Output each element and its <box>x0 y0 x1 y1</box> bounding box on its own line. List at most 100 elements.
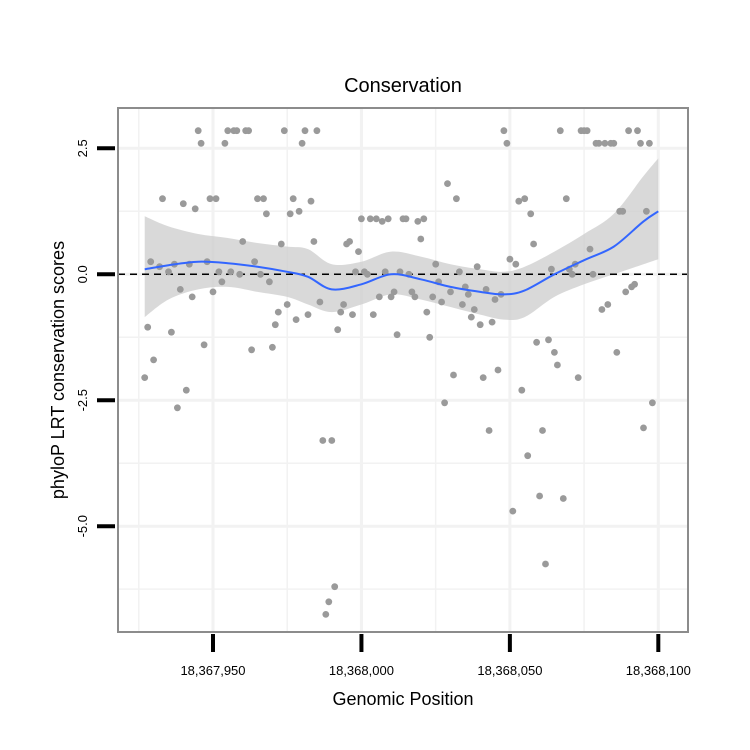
y-tick-label: 0.0 <box>75 265 90 283</box>
x-tick-label: 18,368,000 <box>329 663 394 678</box>
data-point <box>174 404 181 412</box>
data-point <box>313 127 321 135</box>
data-point <box>364 270 371 278</box>
data-point <box>369 311 377 318</box>
data-point <box>141 374 149 381</box>
data-point <box>212 195 220 203</box>
data-point <box>251 258 258 266</box>
data-point <box>295 207 303 215</box>
y-axis-label: phyloP LRT conservation scores <box>48 241 68 499</box>
data-point <box>545 336 552 344</box>
x-tick-label: 18,367,950 <box>180 663 245 678</box>
data-point <box>456 268 463 276</box>
data-point <box>254 195 261 203</box>
data-point <box>325 598 333 606</box>
data-point <box>292 316 300 323</box>
data-point <box>470 306 478 313</box>
data-point <box>548 265 555 273</box>
data-point <box>280 127 288 135</box>
data-point <box>274 308 282 316</box>
data-point <box>209 288 217 296</box>
data-point <box>375 293 383 301</box>
data-point <box>346 238 353 245</box>
data-point <box>147 258 155 266</box>
smooth-line-group <box>144 210 659 296</box>
data-point <box>524 452 532 460</box>
data-point <box>269 343 276 351</box>
data-point <box>328 437 336 444</box>
data-point <box>188 293 196 301</box>
data-point <box>197 139 205 147</box>
data-point <box>215 268 223 276</box>
data-point <box>301 127 309 135</box>
data-point <box>509 507 517 515</box>
data-point <box>176 286 184 293</box>
data-point <box>289 195 297 203</box>
data-point <box>402 215 410 223</box>
data-point <box>631 280 638 288</box>
data-point <box>562 195 570 203</box>
data-point <box>444 180 451 188</box>
points-group <box>141 127 656 618</box>
data-point <box>236 270 244 278</box>
data-point <box>586 245 594 253</box>
data-point <box>221 139 229 147</box>
data-point <box>533 338 540 346</box>
y-axis: 2.5 0.0 -2.5 -5.0 <box>75 139 115 537</box>
data-point <box>182 386 190 394</box>
data-point <box>554 361 561 369</box>
data-point <box>349 311 356 318</box>
data-point <box>473 263 481 271</box>
data-point <box>601 139 609 147</box>
data-point <box>378 218 386 225</box>
data-point <box>408 288 416 296</box>
data-point <box>384 215 392 223</box>
data-point <box>622 288 630 296</box>
data-point <box>464 291 472 298</box>
data-point <box>366 215 374 223</box>
panel-border <box>117 107 689 633</box>
data-point <box>649 399 656 407</box>
data-point <box>500 127 508 135</box>
data-point <box>310 238 318 245</box>
data-point <box>179 200 187 208</box>
data-point <box>340 301 347 308</box>
data-point <box>604 301 612 308</box>
data-point <box>542 560 549 568</box>
data-point <box>233 127 241 135</box>
data-point <box>165 268 172 276</box>
data-point <box>239 238 247 245</box>
data-point <box>334 326 342 334</box>
data-point <box>512 260 520 268</box>
data-point <box>191 205 199 213</box>
data-point <box>530 240 537 248</box>
data-point <box>476 321 484 329</box>
data-point <box>414 218 422 225</box>
data-point <box>589 270 597 278</box>
data-point <box>583 127 591 135</box>
data-point <box>556 127 564 135</box>
data-point <box>619 207 627 215</box>
data-point <box>453 195 460 203</box>
data-point <box>168 328 175 336</box>
data-point <box>459 301 466 308</box>
data-point <box>438 298 445 306</box>
confidence-band <box>144 158 659 320</box>
data-point <box>539 427 546 434</box>
data-point <box>506 255 514 263</box>
data-point <box>515 197 523 205</box>
data-point <box>643 207 650 215</box>
data-point <box>598 306 606 313</box>
data-point <box>307 197 315 205</box>
data-point <box>491 296 499 303</box>
data-point <box>646 139 653 147</box>
data-point <box>381 268 389 276</box>
data-point <box>559 495 567 502</box>
data-point <box>227 268 235 276</box>
x-tick-label: 18,368,050 <box>477 663 542 678</box>
data-point <box>194 127 202 135</box>
data-point <box>372 215 380 223</box>
data-point <box>411 293 419 301</box>
data-point <box>625 127 632 135</box>
